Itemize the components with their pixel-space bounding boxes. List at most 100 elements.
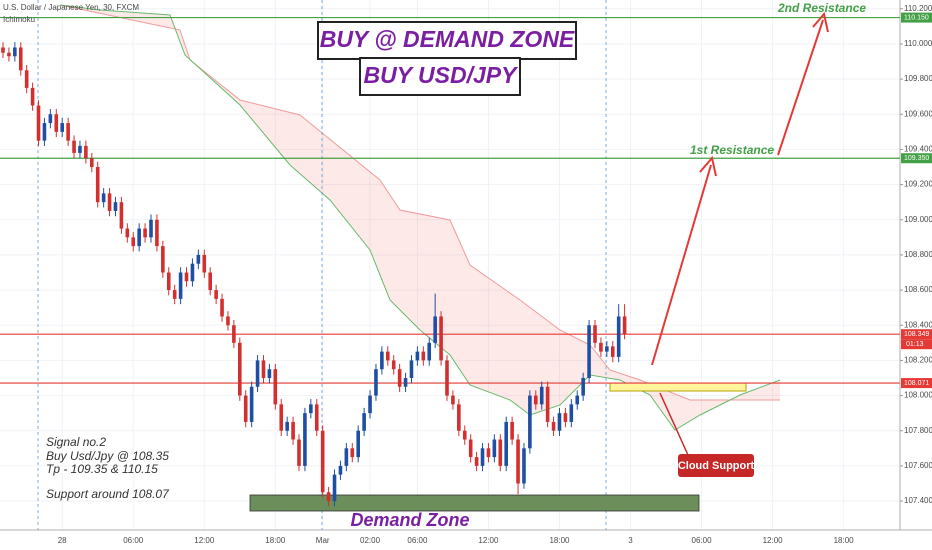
y-tick-label: 110.000 [904,39,932,48]
x-tick-label: Mar [316,536,330,545]
candle-body [557,413,562,431]
candle-body [24,70,29,88]
candle-body [421,351,426,361]
candle-body [202,254,207,273]
arrow [777,19,824,156]
resistance-2-label: 2nd Resistance [777,1,866,15]
candle-body [190,263,195,282]
cloud-support-box [678,454,754,477]
level-tag-label: 110.150 [904,14,929,21]
signal-line: Tp - 109.35 & 110.15 [46,462,158,476]
candle-body [1,47,5,53]
candle-body [403,377,408,387]
candle-body [480,448,485,466]
countdown-label: 01:13 [906,341,924,348]
candle-body [137,228,141,247]
candle-body [350,448,355,458]
candle-body [338,465,343,475]
candle-body [309,404,313,414]
candle-body [255,360,260,387]
candle-body [131,237,136,247]
chart-title: U.S. Dollar / Japanese Yen, 30, FXCM [3,3,139,12]
signal-line: Support around 108.07 [46,487,170,501]
candle-body [522,448,526,484]
candle-body [249,386,254,422]
x-tick-label: 3 [628,536,633,545]
candle-body [462,430,467,440]
candle-body [291,421,295,440]
y-tick-label: 109.200 [904,180,932,189]
arrow [651,164,712,366]
candle-body [30,87,35,106]
candle-body [445,360,449,396]
level-tag-label: 109.350 [904,155,929,162]
candle-body [516,439,520,484]
ichimoku-span-b [59,4,780,401]
candle-body [155,219,159,247]
x-tick-label: 06:00 [123,536,144,545]
candle-body [78,145,82,153]
candle-body [368,395,372,414]
candle-body [101,193,106,203]
signal-line: Signal no.2 [46,435,106,449]
y-tick-label: 108.600 [904,285,932,294]
countdown-tag [901,339,932,350]
level-tag-label: 108.349 [904,331,929,338]
candle-body [397,369,402,387]
candle-body [587,325,591,378]
candle-body [610,346,615,357]
candle-body [285,421,289,431]
candle-body [196,254,201,264]
candle-body [90,158,94,168]
y-tick-label: 108.800 [904,250,932,259]
candle-body [184,272,189,282]
arrow [659,392,689,456]
level-tag [901,153,932,164]
candle-body [243,395,248,422]
candle-body [232,325,236,343]
candle-body [303,413,307,466]
candle-body [474,457,479,466]
candle-body [113,202,118,211]
candle-body [208,272,212,291]
y-tick-label: 109.400 [904,145,932,154]
candle-body [622,316,627,335]
candle-body [279,404,284,431]
x-tick-label: 12:00 [478,536,499,545]
resistance-1-label: 1st Resistance [690,143,774,157]
candle-body [226,316,230,326]
candle-body [386,351,390,361]
x-tick-label: 12:00 [763,536,784,545]
y-tick-label: 109.600 [904,109,932,118]
y-tick-label: 108.400 [904,320,932,329]
candle-body [380,351,384,370]
candle-body [528,395,532,449]
candle-body [332,474,337,502]
headline: BUY @ DEMAND ZONE [320,26,575,52]
candle-body [427,342,432,361]
candle-body [409,360,414,378]
candle-body [13,47,17,57]
headline-box [317,21,577,60]
candle-body [238,342,242,396]
candle-body [457,404,461,431]
ichimoku-cloud [60,5,780,430]
candle-body [374,369,378,396]
candle-body [161,246,165,273]
candle-body [149,219,153,238]
candle-body [72,140,76,153]
support-zone-box [609,382,747,392]
candle-body [273,369,278,405]
candle-body [545,386,550,422]
candle-body [492,439,497,458]
candle-body [314,404,319,431]
x-tick-label: 28 [58,536,67,545]
candle-body [261,360,266,378]
y-tick-label: 108.000 [904,391,932,400]
y-tick-label: 108.200 [904,356,932,365]
candle-body [267,369,272,378]
demand-zone-box [249,494,700,512]
x-tick-label: 02:00 [360,536,381,545]
candle-body [616,316,621,357]
x-tick-label: 18:00 [549,536,570,545]
